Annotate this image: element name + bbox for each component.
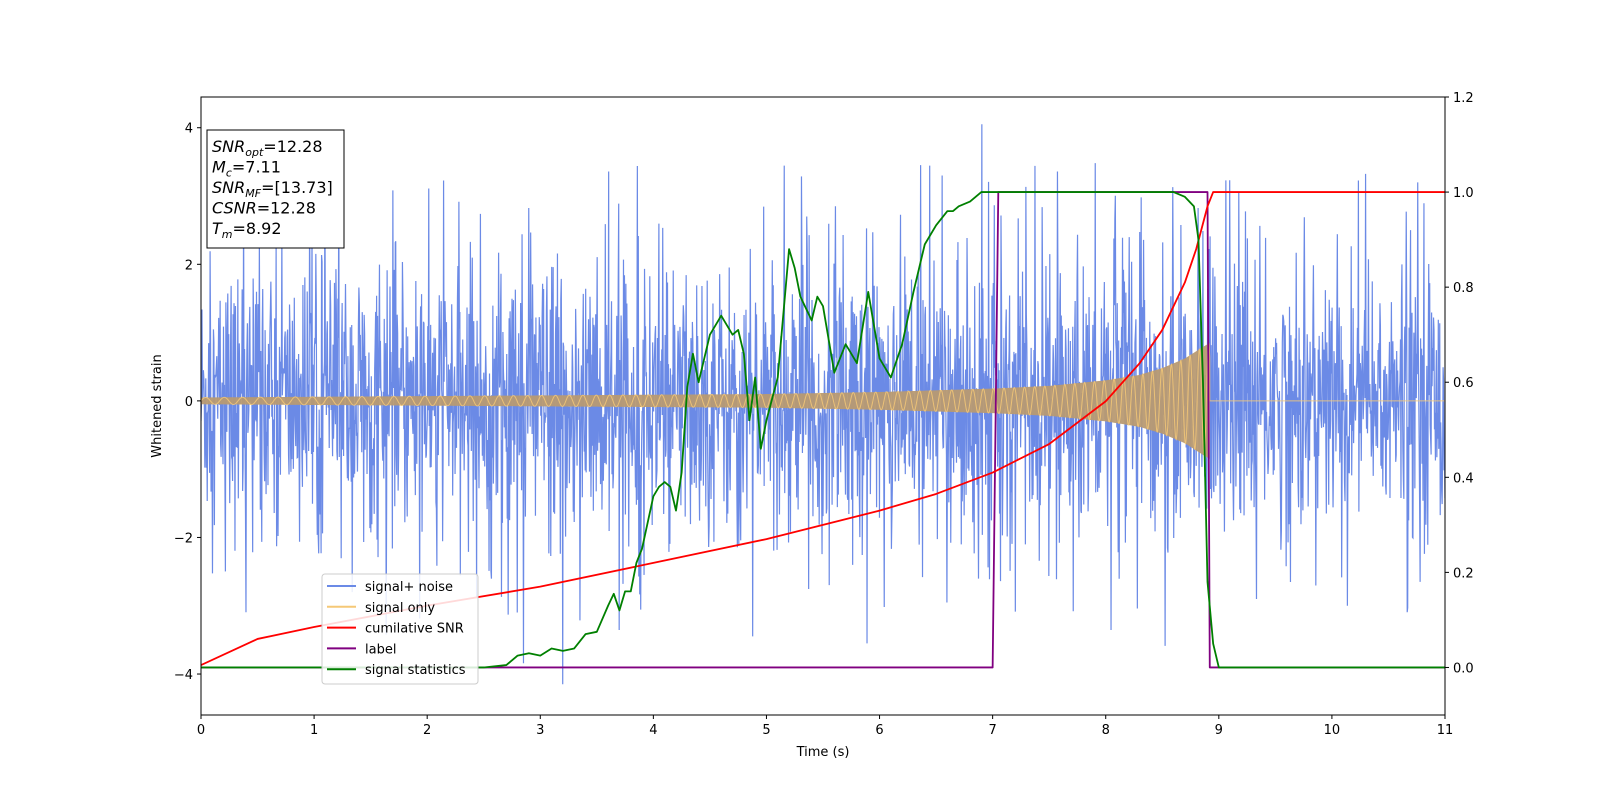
y2-tick-label: 1.2: [1453, 91, 1474, 106]
x-tick-label: 8: [1102, 723, 1110, 738]
y2-tick-label: 0.8: [1453, 281, 1474, 296]
annotation-line: Tm=8.92: [212, 219, 282, 241]
series-signal-only-envelope: [201, 342, 1210, 459]
legend-label: cumilative SNR: [365, 622, 464, 637]
x-tick-label: 6: [875, 723, 883, 738]
x-tick-label: 2: [423, 723, 431, 738]
y2-tick-label: 0.2: [1453, 566, 1474, 581]
y-tick-label: −4: [174, 668, 193, 683]
annotation-box: SNRopt=12.28Mc=7.11SNRMF=[13.73]CSNR=12.…: [206, 129, 345, 249]
x-axis-label: Time (s): [796, 745, 850, 760]
y-tick-label: 4: [185, 122, 193, 137]
x-tick-label: 5: [762, 723, 770, 738]
x-tick-label: 10: [1324, 723, 1341, 738]
plot-frame: [200, 96, 1446, 716]
legend-label: signal statistics: [365, 663, 466, 678]
y2-tick-label: 1.0: [1453, 186, 1474, 201]
annotation-line: Mc=7.11: [212, 158, 281, 180]
series-signal-noise-line: [201, 124, 1445, 685]
x-tick-label: 0: [197, 723, 205, 738]
x-tick-label: 7: [988, 723, 996, 738]
legend: signal+ noise signal only cumilative SNR la…: [321, 573, 479, 685]
series-signal-statistics-line: [201, 191, 1445, 669]
x-tick-label: 11: [1437, 723, 1454, 738]
legend-label: label: [365, 642, 396, 657]
y-axis-left: −4 −2 0 2 4: [174, 122, 201, 683]
x-tick-label: 1: [310, 723, 318, 738]
legend-label: signal only: [365, 601, 435, 616]
y-axis-right: 0.0 0.2 0.4 0.6 0.8 1.0 1.2: [1445, 91, 1474, 676]
annotation-line: SNRMF=[13.73]: [212, 178, 333, 200]
y2-tick-label: 0.4: [1453, 471, 1474, 486]
y2-tick-label: 0.6: [1453, 376, 1474, 391]
y-tick-label: 0: [185, 395, 193, 410]
annotation-line: CSNR=12.28: [212, 199, 316, 218]
y-tick-label: −2: [174, 531, 193, 546]
x-axis: 0 1 2 3 4 5 6 7 8 9 10 11: [197, 715, 1453, 738]
legend-frame: [321, 573, 479, 685]
legend-label: signal+ noise: [365, 580, 453, 595]
x-tick-label: 9: [1215, 723, 1223, 738]
y2-tick-label: 0.0: [1453, 661, 1474, 676]
annotation-line: SNRopt=12.28: [212, 137, 323, 159]
x-tick-label: 4: [649, 723, 657, 738]
annotation-frame: [206, 129, 345, 249]
y-axis-label: Whitened strain: [150, 354, 165, 457]
y-tick-label: 2: [185, 258, 193, 273]
series-signal-only-line: [201, 343, 1445, 456]
x-tick-label: 3: [536, 723, 544, 738]
